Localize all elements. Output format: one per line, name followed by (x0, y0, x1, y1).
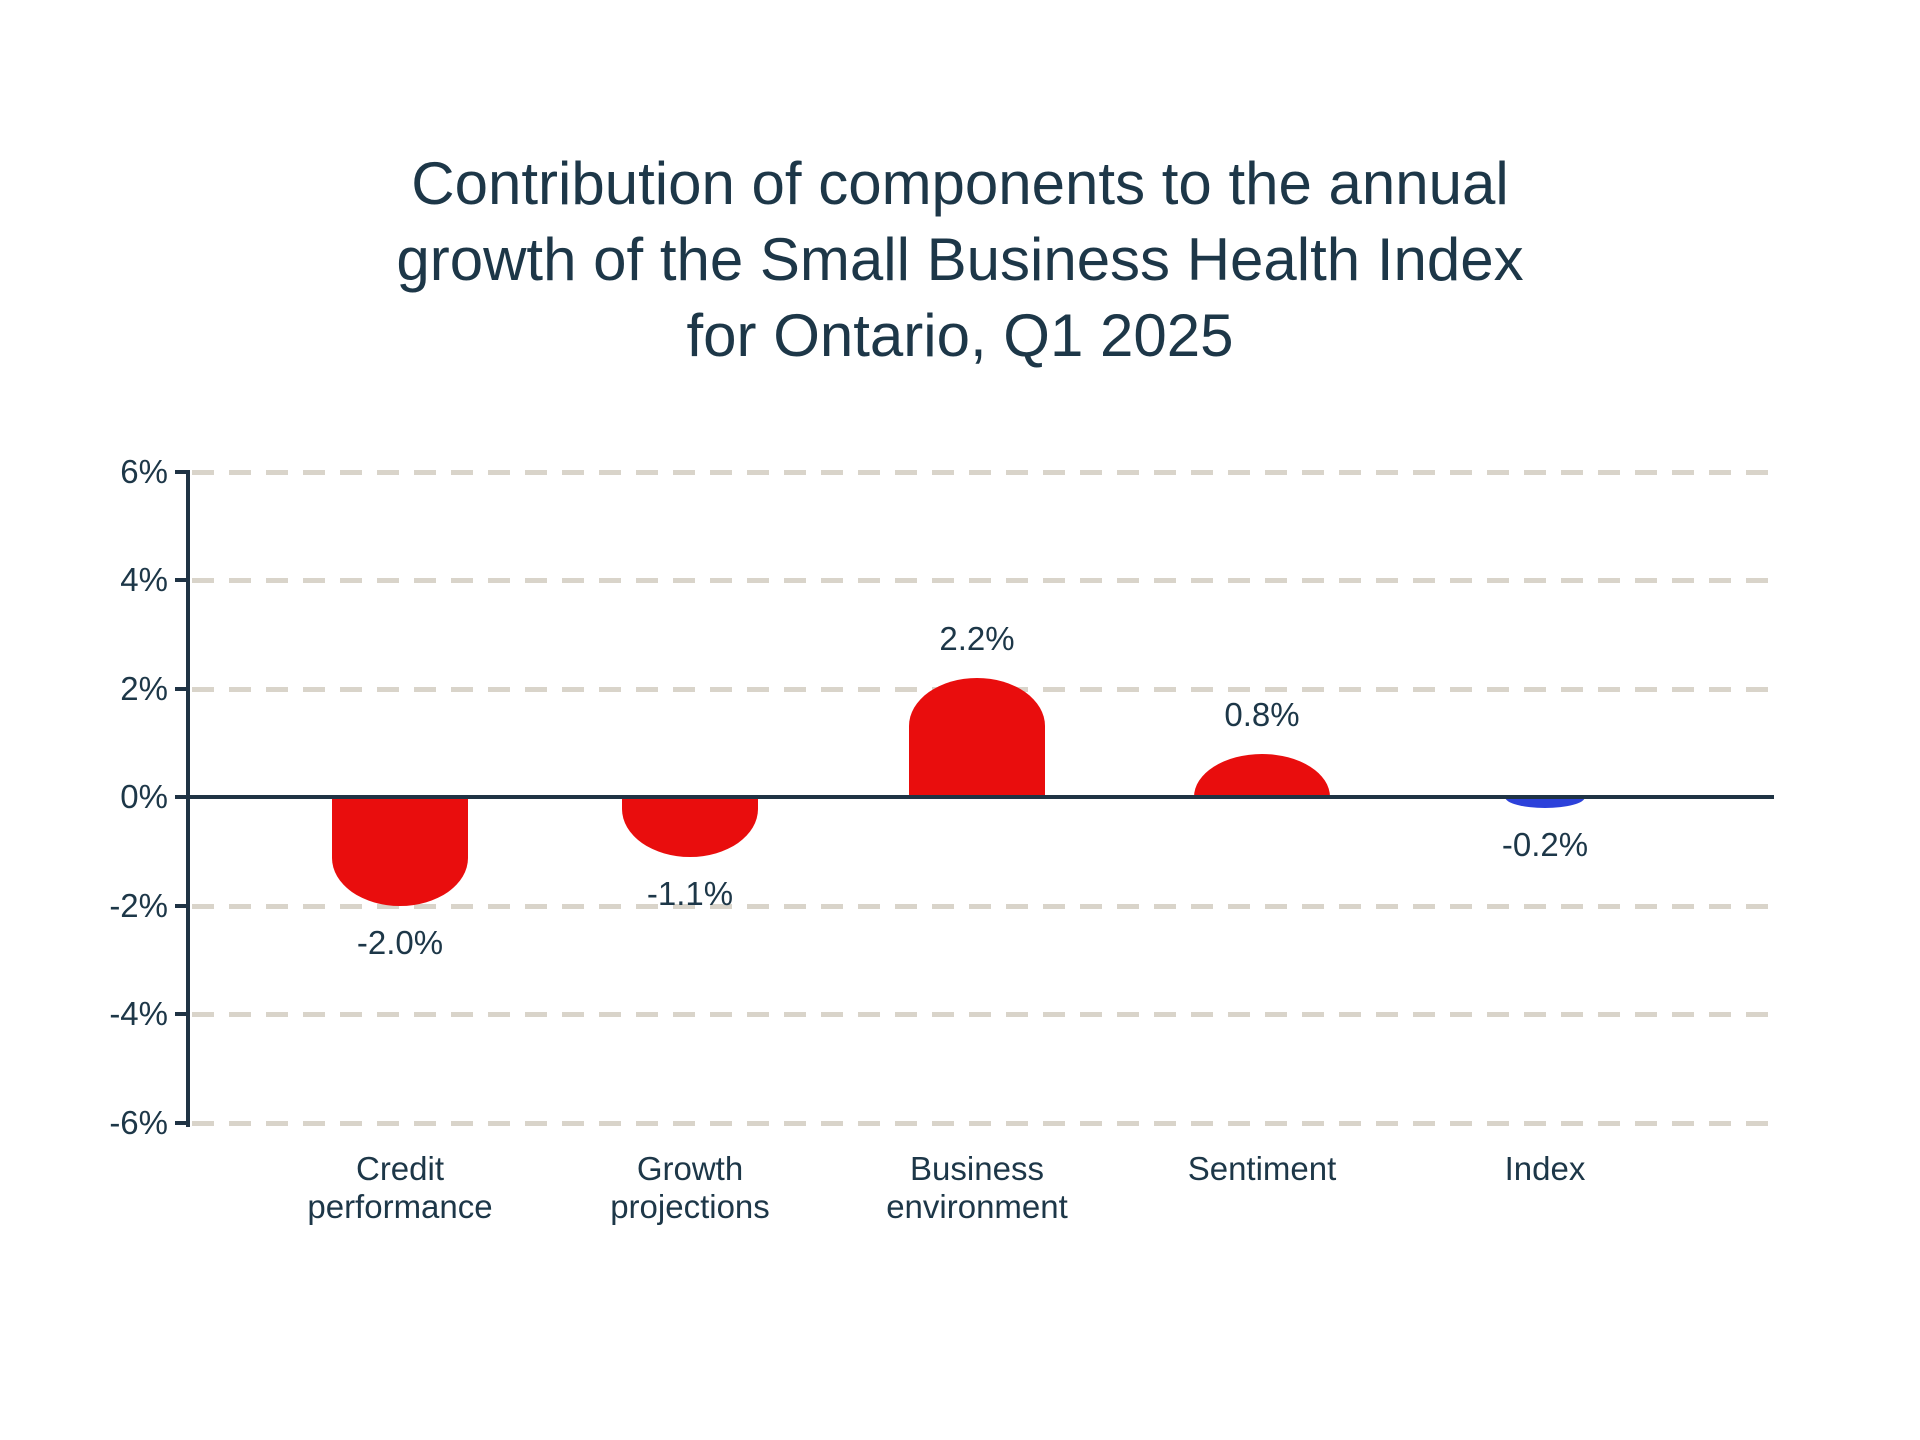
y-axis-line (186, 469, 190, 1127)
chart-title: Contribution of components to the annual… (396, 150, 1524, 369)
y-axis-tick (175, 903, 188, 908)
y-tick-label: 2% (120, 669, 168, 707)
y-axis-tick (175, 1120, 188, 1125)
bar-value-label: -1.1% (646, 875, 734, 912)
y-tick-label: -2% (109, 886, 168, 924)
bar-credit-performance (332, 797, 468, 906)
bar-sentiment (1194, 754, 1330, 797)
category-label-sentiment: Sentiment (1187, 1150, 1337, 1187)
y-axis-tick (175, 578, 188, 582)
category-label-index: Index (1504, 1150, 1586, 1187)
y-tick-label: 4% (120, 561, 168, 598)
bar-growth-projections (622, 797, 758, 857)
zero-gridline (188, 795, 1774, 799)
category-label-growth-projections: Growth projections (610, 1150, 770, 1225)
y-tick-label: -6% (109, 1103, 168, 1141)
bar-index (1505, 797, 1585, 808)
category-label-business-environment: Business environment (886, 1150, 1068, 1225)
bar-value-label: 0.8% (1224, 696, 1300, 733)
y-tick-label: 6% (120, 452, 168, 490)
y-axis-tick (175, 469, 188, 474)
y-axis-tick (175, 686, 188, 691)
y-axis-tick (175, 795, 188, 799)
bar-value-label: 2.2% (939, 620, 1015, 657)
category-label-credit-performance: Credit performance (307, 1150, 493, 1225)
y-tick-label: 0% (120, 778, 168, 815)
gridline (192, 1012, 1774, 1017)
bar-value-label: -0.2% (1501, 826, 1589, 863)
gridline (192, 469, 1774, 475)
gridline (192, 903, 1774, 909)
gridline (192, 578, 1774, 583)
bar-value-label: -2.0% (356, 924, 444, 961)
gridline (192, 1120, 1774, 1126)
y-tick-label: -4% (109, 995, 168, 1032)
bar-business-environment (909, 678, 1045, 797)
y-axis-tick (175, 1012, 188, 1016)
